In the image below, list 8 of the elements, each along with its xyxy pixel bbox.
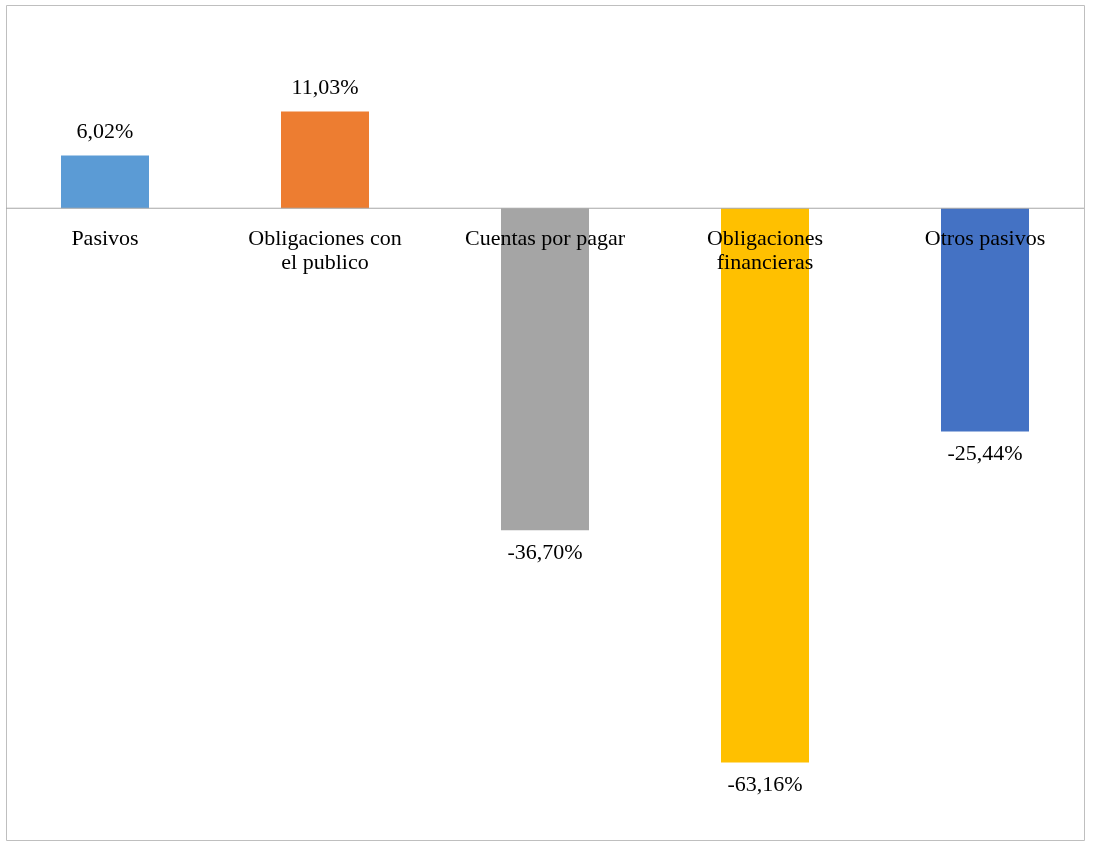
data-label: 6,02%	[76, 118, 134, 144]
data-label: -36,70%	[507, 539, 583, 565]
data-label: -25,44%	[947, 440, 1023, 466]
data-label: -63,16%	[727, 771, 803, 797]
x-tick-label: Pasivos	[71, 225, 139, 251]
x-tick-label: Cuentas por pagar	[464, 225, 626, 251]
x-tick-label: Obligaciones con el publico	[248, 225, 402, 275]
data-label: 11,03%	[291, 74, 359, 100]
